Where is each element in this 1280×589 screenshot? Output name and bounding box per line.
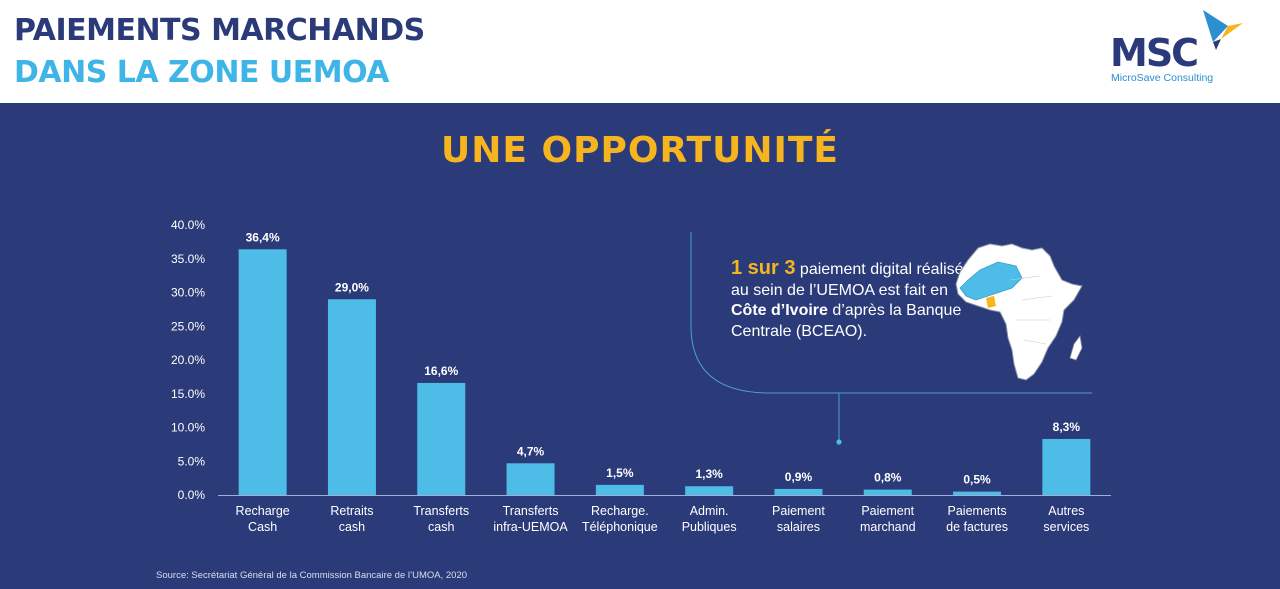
callout-bold-country: Côte d’Ivoire bbox=[731, 302, 828, 319]
data-label: 0,5% bbox=[963, 473, 991, 487]
data-label: 8,3% bbox=[1053, 420, 1081, 434]
callout-frame-line bbox=[690, 232, 1092, 394]
x-tick-label: Retraits bbox=[330, 504, 373, 518]
y-tick-label: 15.0% bbox=[171, 387, 205, 401]
bar bbox=[953, 491, 1002, 495]
x-tick-label: cash bbox=[428, 520, 454, 534]
x-tick-label: services bbox=[1043, 520, 1089, 534]
logo-subtitle: MicroSave Consulting bbox=[1111, 72, 1214, 84]
x-tick-label: infra-UEMOA bbox=[493, 520, 568, 534]
data-label: 1,5% bbox=[606, 466, 634, 480]
data-label: 0,9% bbox=[785, 470, 813, 484]
y-tick-label: 40.0% bbox=[171, 218, 205, 232]
page-title-line1: PAIEMENTS MARCHANDS bbox=[14, 13, 425, 48]
y-tick-label: 30.0% bbox=[171, 286, 205, 300]
header: PAIEMENTS MARCHANDS DANS LA ZONE UEMOA M… bbox=[0, 0, 1280, 103]
x-tick-label: Paiement bbox=[861, 504, 914, 518]
bar bbox=[238, 249, 287, 495]
bar bbox=[417, 382, 466, 495]
bar bbox=[327, 299, 376, 495]
x-tick-label: Recharge bbox=[236, 504, 290, 518]
data-label: 0,8% bbox=[874, 471, 902, 485]
y-tick-label: 25.0% bbox=[171, 319, 205, 333]
x-tick-label: Cash bbox=[248, 520, 277, 534]
data-label: 16,6% bbox=[424, 364, 458, 378]
data-label: 4,7% bbox=[517, 444, 545, 458]
x-tick-label: cash bbox=[339, 520, 365, 534]
source-note: Source: Secrétariat Général de la Commis… bbox=[156, 570, 468, 581]
x-tick-label: Transferts bbox=[503, 504, 559, 518]
logo-bird-icon bbox=[1203, 10, 1243, 50]
africa-continent-shape bbox=[955, 243, 1083, 381]
x-tick-label: Transferts bbox=[413, 504, 469, 518]
y-tick-label: 35.0% bbox=[171, 252, 205, 266]
uemoa-region-shape bbox=[959, 261, 1023, 301]
bar bbox=[774, 488, 823, 495]
y-tick-label: 0.0% bbox=[178, 488, 206, 502]
data-label: 29,0% bbox=[335, 280, 369, 294]
x-tick-label: Autres bbox=[1048, 504, 1084, 518]
bar bbox=[595, 484, 644, 495]
callout-text-1: paiement digital réalisé au sein de l’UE… bbox=[731, 261, 964, 299]
cote-divoire-shape bbox=[986, 296, 996, 308]
y-tick-label: 20.0% bbox=[171, 353, 205, 367]
chart-panel bbox=[0, 103, 1280, 589]
callout-text-2: d’après la Banque Centrale (BCEAO). bbox=[731, 302, 962, 340]
bar bbox=[506, 463, 555, 495]
bar bbox=[685, 486, 734, 495]
x-tick-label: Paiement bbox=[772, 504, 825, 518]
y-tick-label: 10.0% bbox=[171, 421, 205, 435]
page-title-line2: DANS LA ZONE UEMOA bbox=[14, 55, 389, 90]
x-tick-label: Publiques bbox=[682, 520, 737, 534]
madagascar-shape bbox=[1069, 335, 1083, 361]
y-tick-label: 5.0% bbox=[178, 454, 206, 468]
callout-text: 1 sur 3 paiement digital réalisé au sein… bbox=[731, 258, 981, 342]
logo-text: MSC bbox=[1110, 31, 1199, 75]
x-tick-label: de factures bbox=[946, 520, 1008, 534]
x-tick-label: Admin. bbox=[690, 504, 729, 518]
callout-connector-dot bbox=[836, 439, 842, 445]
callout-highlight: 1 sur 3 bbox=[731, 257, 796, 279]
x-tick-label: salaires bbox=[777, 520, 820, 534]
bar bbox=[1042, 438, 1091, 495]
x-tick-label: Téléphonique bbox=[582, 520, 658, 534]
x-tick-label: Paiements bbox=[948, 504, 1007, 518]
x-tick-label: marchand bbox=[860, 520, 916, 534]
x-tick-label: Recharge. bbox=[591, 504, 649, 518]
msc-logo: MSC MicroSave Consulting bbox=[1100, 6, 1260, 88]
headline: UNE OPPORTUNITÉ bbox=[440, 130, 840, 171]
africa-map-icon bbox=[955, 243, 1083, 381]
bar bbox=[863, 489, 912, 495]
data-label: 36,4% bbox=[246, 230, 280, 244]
data-label: 1,3% bbox=[695, 467, 723, 481]
